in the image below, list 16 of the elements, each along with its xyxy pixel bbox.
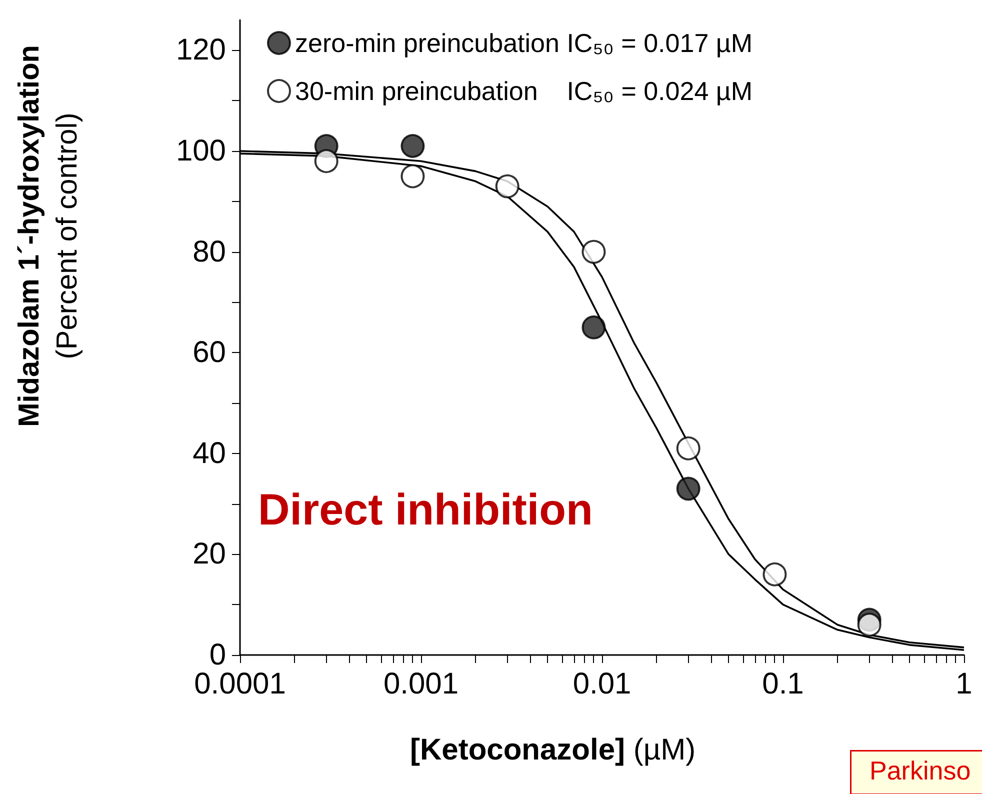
y-tick-label: 60 xyxy=(192,336,226,370)
annotation: Direct inhibition xyxy=(258,486,593,534)
x-tick-label: 1 xyxy=(956,668,972,700)
legend-label: 30-min preincubation IC₅₀ = 0.024 µM xyxy=(295,76,753,106)
y-tick-label: 100 xyxy=(176,134,226,168)
text: Parkinso xyxy=(870,756,971,786)
y-tick-label: 40 xyxy=(192,436,226,470)
x-tick-label: 0.001 xyxy=(383,668,459,700)
y-axis-title: Midazolam 1´-hydroxylation (Percent of control) xyxy=(14,44,84,427)
y-tick-label: 120 xyxy=(176,34,226,67)
x-tick-label: 0.1 xyxy=(762,668,804,700)
x-axis-title: [Ketoconazole] (µM) xyxy=(410,734,696,766)
y-tick-label: 80 xyxy=(192,235,226,268)
y-tick-label: 20 xyxy=(192,538,226,571)
x-tick-label: 0.01 xyxy=(572,668,632,700)
legend-label: zero-min preincubation IC₅₀ = 0.017 µM xyxy=(295,28,753,58)
